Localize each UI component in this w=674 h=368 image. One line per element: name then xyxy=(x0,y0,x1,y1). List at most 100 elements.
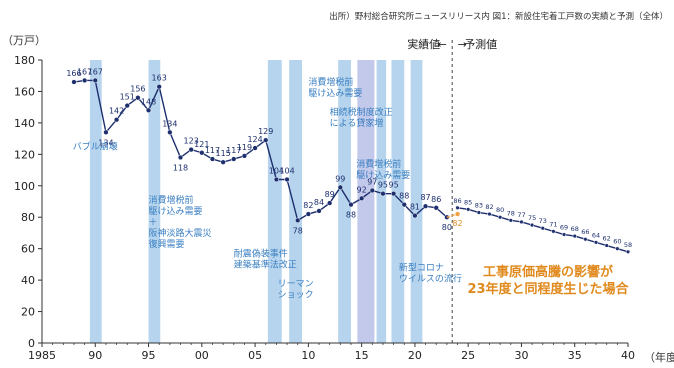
actual-point xyxy=(231,156,237,162)
actual-value-label: 99 xyxy=(335,174,345,183)
annotation-line: 新型コロナ xyxy=(399,262,444,274)
actual-point xyxy=(358,195,365,202)
y-tick-label: 140 xyxy=(14,117,35,130)
actual-value-label: 142 xyxy=(109,107,124,116)
event-band-8 xyxy=(410,60,423,343)
annotation-line: 消費増税前 xyxy=(149,194,194,206)
actual-point xyxy=(145,107,152,113)
actual-value-label: 82 xyxy=(303,201,313,210)
forecast-point xyxy=(466,207,471,212)
actual-point xyxy=(348,201,354,208)
actual-point xyxy=(295,217,301,224)
annotations-layer: バブル崩壊消費増税前駆け込み需要＋阪神淡路大震災復興需要耐震偽装事件建築基準法改… xyxy=(73,76,462,300)
actual-value-label: 117 xyxy=(226,146,241,155)
actual-point xyxy=(209,156,216,162)
annotation-line: 相続税制度改正 xyxy=(330,106,393,118)
actual-point xyxy=(337,184,343,191)
actual-value-label: 129 xyxy=(258,127,273,136)
shock-value-label: 82 xyxy=(452,219,462,228)
event-band-7 xyxy=(391,60,405,343)
x-tick-label: 05 xyxy=(248,349,262,362)
y-tick-label: 120 xyxy=(14,148,35,161)
forecast-value-label: 64 xyxy=(592,231,600,239)
actual-value-label: 92 xyxy=(357,185,367,194)
actual-value-label: 163 xyxy=(152,74,167,83)
x-tick-label: 1985 xyxy=(28,349,56,362)
forecast-value-label: 75 xyxy=(528,214,536,222)
actual-point xyxy=(390,190,397,197)
annotation-line: による貸家増 xyxy=(330,117,384,129)
actual-value-label: 167 xyxy=(77,67,92,76)
actual-point xyxy=(263,137,269,143)
forecast-point xyxy=(561,232,567,237)
actual-value-label: 95 xyxy=(378,181,388,190)
annotation-line: ＋ xyxy=(149,217,158,228)
forecast-value-label: 73 xyxy=(539,217,547,225)
annotation-line: 消費増税前 xyxy=(356,158,401,170)
actual-point xyxy=(188,146,194,153)
actual-point xyxy=(305,211,312,217)
forecast-value-label: 80 xyxy=(496,206,504,214)
y-tick-label: 40 xyxy=(21,274,35,287)
forecast-value-label: 78 xyxy=(507,209,515,217)
forecast-point xyxy=(551,229,556,234)
actual-value-label: 97 xyxy=(367,177,377,186)
forecast-value-label: 82 xyxy=(485,203,493,211)
actual-value-label: 118 xyxy=(173,163,188,172)
actual-value-label: 104 xyxy=(279,166,294,175)
annotation-line: 阪神淡路大震災 xyxy=(149,227,212,239)
actual-value-label: 167 xyxy=(88,67,103,76)
x-tick-label: 35 xyxy=(568,349,582,362)
actual-point xyxy=(401,201,407,208)
x-tick-label: 00 xyxy=(195,349,209,362)
actual-point xyxy=(241,153,248,159)
forecast-point xyxy=(487,211,492,217)
forecast-point xyxy=(476,210,481,215)
actual-value-label: 88 xyxy=(399,192,409,201)
annotation-line: リーマン xyxy=(278,279,314,289)
annotation-line: 駆け込み需要 xyxy=(149,206,203,217)
actual-value-label: 86 xyxy=(431,195,441,204)
forecast-point xyxy=(625,249,631,254)
divider-layer: 実績値 ← → 予測値 xyxy=(407,37,497,343)
actual-label: 実績値 xyxy=(407,37,440,51)
actual-point xyxy=(199,150,205,156)
annotation-line: 耐震偽装事件 xyxy=(234,248,288,260)
x-tick-label: 30 xyxy=(514,349,528,362)
actual-point xyxy=(422,203,429,209)
actual-value-label: 104 xyxy=(269,166,284,175)
forecast-value-label: 85 xyxy=(464,198,472,206)
y-tick-label: 160 xyxy=(14,85,35,98)
forecast-value-label: 62 xyxy=(603,235,611,243)
actual-point xyxy=(327,200,333,206)
forecast-point xyxy=(572,233,577,239)
event-band-6 xyxy=(376,60,387,343)
annotation-line: 駆け込み需要 xyxy=(308,88,362,99)
forecast-value-label: 68 xyxy=(571,225,579,233)
forecast-point xyxy=(615,246,620,251)
actual-point xyxy=(113,117,120,123)
shock-note-line: 工事原価高騰の影響が xyxy=(483,264,613,280)
divider-arrow: ← → xyxy=(437,38,466,51)
forecast-label: 予測値 xyxy=(464,37,497,51)
annotation-0: バブル崩壊 xyxy=(73,141,118,153)
forecast-value-label: 71 xyxy=(549,220,557,228)
y-tick-label: 60 xyxy=(21,243,35,256)
actual-value-label: 117 xyxy=(205,146,220,155)
forecast-point xyxy=(540,226,545,231)
actual-point xyxy=(135,95,141,101)
x-tick-label: 10 xyxy=(301,349,315,362)
actual-value-label: 115 xyxy=(215,149,230,158)
actual-point xyxy=(273,176,280,183)
actual-value-label: 121 xyxy=(194,140,209,149)
annotation-line: バブル崩壊 xyxy=(73,141,118,153)
forecast-value-label: 69 xyxy=(560,224,568,232)
event-band-5 xyxy=(357,60,375,343)
